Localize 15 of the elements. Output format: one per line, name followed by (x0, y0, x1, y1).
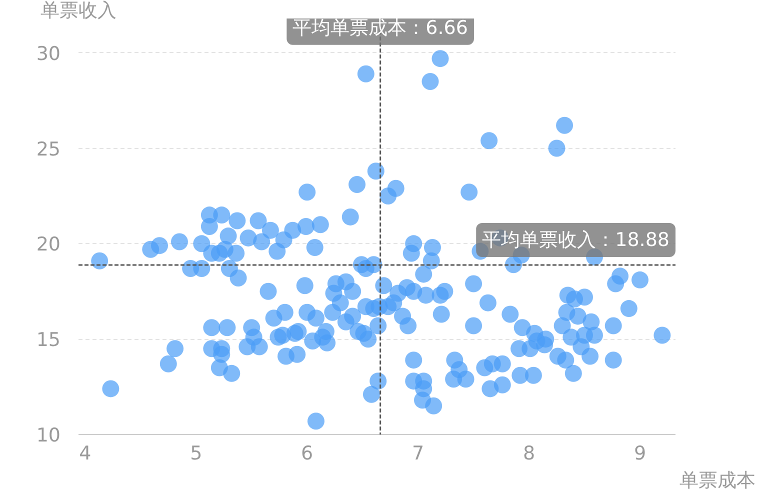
x-tick-label: 6 (301, 442, 314, 464)
x-tick-label: 4 (79, 442, 92, 464)
x-tick-label: 8 (522, 442, 536, 464)
y-tick-label: 15 (36, 329, 61, 352)
x-tick-label: 9 (634, 442, 646, 464)
x-tick-label: 7 (412, 442, 424, 464)
x-tick-label: 5 (190, 442, 202, 464)
y-tick-label: 30 (36, 42, 61, 65)
y-tick-label: 10 (36, 424, 61, 446)
y-axis-title: 单票收入 (40, 0, 116, 22)
ref-line-label: 平均单票收入：18.88 (482, 229, 670, 252)
ref-line-label: 平均单票成本：6.66 (292, 16, 468, 39)
y-tick-label: 25 (36, 138, 61, 160)
y-tick-label: 20 (36, 234, 61, 256)
x-axis-title: 单票成本 (680, 470, 756, 492)
